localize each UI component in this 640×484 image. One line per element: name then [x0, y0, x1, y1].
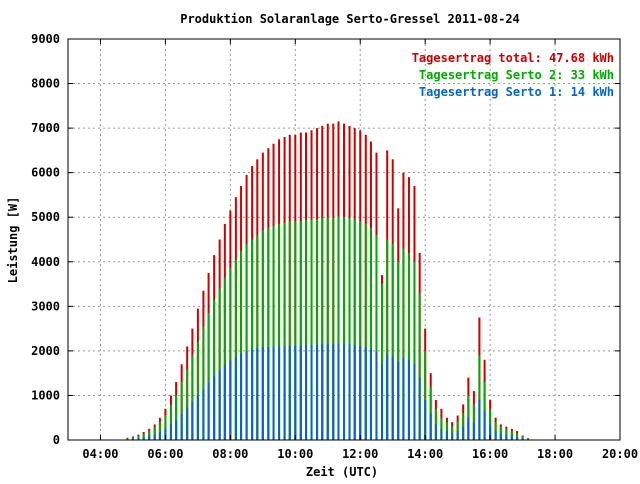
chart-title: Produktion Solaranlage Serto-Gressel 201… — [180, 12, 520, 26]
bar-series-3 — [197, 395, 199, 440]
bar-series-3 — [430, 413, 432, 440]
x-tick-label: 16:00 — [472, 447, 508, 461]
bar-series-3 — [170, 424, 172, 440]
bar-series-3 — [435, 424, 437, 440]
legend-entry: Tagesertrag Serto 2: 33 kWh — [419, 68, 614, 82]
x-axis-label: Zeit (UTC) — [306, 465, 378, 479]
bar-series-3 — [311, 345, 313, 440]
bar-series-3 — [478, 400, 480, 440]
y-tick-label: 4000 — [31, 255, 60, 269]
bar-series-3 — [370, 350, 372, 440]
bar-series-3 — [213, 376, 215, 440]
bar-series-3 — [321, 344, 323, 440]
bar-series-3 — [402, 358, 404, 440]
y-tick-label: 1000 — [31, 388, 60, 402]
bar-series-3 — [332, 344, 334, 440]
bar-series-3 — [284, 346, 286, 440]
bar-series-3 — [240, 354, 242, 440]
bar-series-3 — [500, 433, 502, 440]
bar-series-3 — [375, 352, 377, 440]
bar-series-3 — [451, 433, 453, 440]
bar-series-3 — [273, 346, 275, 440]
y-tick-label: 5000 — [31, 210, 60, 224]
x-tick-label: 08:00 — [212, 447, 248, 461]
bar-series-3 — [424, 400, 426, 440]
bar-series-3 — [408, 360, 410, 440]
y-tick-label: 2000 — [31, 344, 60, 358]
legend-entry: Tagesertrag total: 47.68 kWh — [412, 51, 614, 65]
legend-entry: Tagesertrag Serto 1: 14 kWh — [419, 85, 614, 99]
bar-series-3 — [300, 346, 302, 440]
x-tick-label: 18:00 — [537, 447, 573, 461]
bar-series-3 — [235, 357, 237, 440]
bar-series-3 — [186, 408, 188, 440]
bar-series-3 — [262, 347, 264, 440]
y-tick-label: 3000 — [31, 299, 60, 313]
bar-series-3 — [457, 431, 459, 440]
bar-series-3 — [316, 345, 318, 440]
bar-series-3 — [440, 429, 442, 440]
bar-series-3 — [511, 436, 513, 440]
bar-series-3 — [419, 378, 421, 440]
bar-series-3 — [484, 411, 486, 440]
y-tick-label: 6000 — [31, 166, 60, 180]
bar-series-3 — [381, 364, 383, 440]
bar-series-3 — [224, 365, 226, 440]
y-tick-label: 8000 — [31, 77, 60, 91]
bar-series-3 — [359, 346, 361, 440]
x-tick-label: 20:00 — [602, 447, 638, 461]
bar-series-3 — [467, 418, 469, 440]
bar-series-3 — [349, 344, 351, 440]
bar-series-3 — [413, 364, 415, 440]
bar-series-3 — [294, 346, 296, 440]
x-tick-label: 14:00 — [407, 447, 443, 461]
bar-series-3 — [305, 345, 307, 440]
y-axis-label: Leistung [W] — [6, 197, 20, 284]
x-tick-label: 12:00 — [342, 447, 378, 461]
bar-series-3 — [337, 343, 339, 440]
x-tick-label: 10:00 — [277, 447, 313, 461]
bar-series-3 — [354, 345, 356, 440]
bar-series-3 — [219, 370, 221, 440]
bar-series-3 — [278, 346, 280, 440]
y-tick-label: 0 — [53, 433, 60, 447]
bar-series-3 — [462, 427, 464, 440]
bar-series-3 — [505, 435, 507, 440]
bar-series-3 — [208, 382, 210, 440]
x-tick-label: 04:00 — [82, 447, 118, 461]
bar-series-3 — [191, 402, 193, 440]
bar-series-3 — [175, 420, 177, 440]
bar-series-3 — [365, 347, 367, 440]
bar-series-3 — [148, 436, 150, 440]
bar-series-3 — [289, 346, 291, 440]
bar-series-3 — [473, 422, 475, 440]
bar-series-3 — [397, 362, 399, 440]
bar-series-group — [126, 121, 534, 440]
bar-series-3 — [267, 347, 269, 440]
bar-series-3 — [181, 414, 183, 440]
x-tick-label: 06:00 — [147, 447, 183, 461]
bar-series-3 — [229, 361, 231, 440]
bar-series-3 — [446, 431, 448, 440]
bar-series-3 — [386, 354, 388, 440]
bar-series-3 — [202, 389, 204, 440]
bar-series-3 — [495, 431, 497, 440]
legend: Tagesertrag total: 47.68 kWh Tagesertrag … — [412, 51, 614, 99]
bar-series-3 — [392, 356, 394, 440]
bar-series-3 — [159, 432, 161, 440]
y-tick-label: 9000 — [31, 32, 60, 46]
bar-series-3 — [246, 351, 248, 440]
y-tick-label: 7000 — [31, 121, 60, 135]
bar-series-3 — [256, 348, 258, 440]
bar-series-3 — [251, 350, 253, 440]
bar-series-3 — [327, 344, 329, 440]
bar-series-3 — [343, 344, 345, 440]
bar-series-3 — [154, 435, 156, 440]
